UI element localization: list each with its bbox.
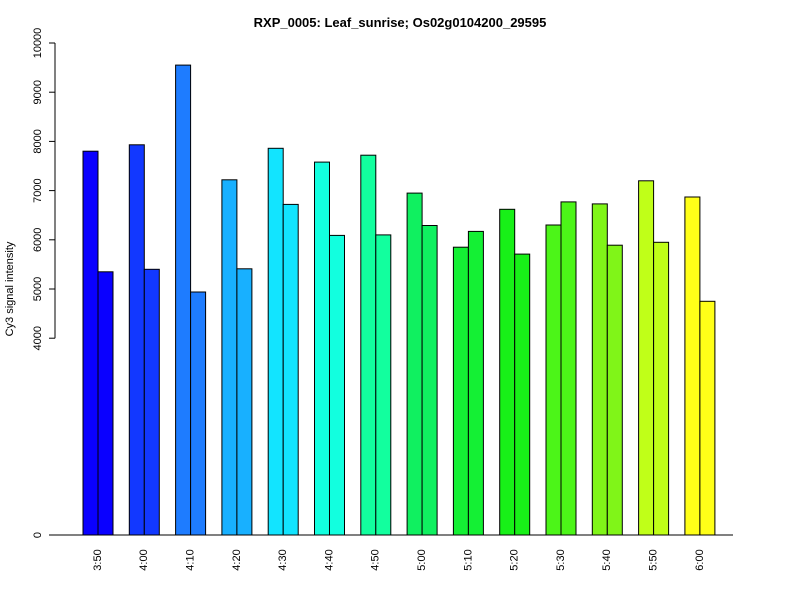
bar bbox=[545, 224, 562, 536]
bar bbox=[82, 150, 99, 536]
y-tick-label: 4000 bbox=[32, 326, 44, 350]
bar bbox=[514, 253, 531, 536]
y-tick-label: 0 bbox=[32, 532, 44, 538]
bar bbox=[329, 234, 345, 536]
bars-group bbox=[82, 64, 716, 536]
bar bbox=[699, 300, 716, 536]
x-tick-label: 5:40 bbox=[601, 549, 613, 570]
bar bbox=[128, 144, 145, 536]
x-tick-label: 3:50 bbox=[92, 549, 104, 570]
bar bbox=[452, 246, 469, 536]
bar bbox=[190, 291, 207, 536]
bar bbox=[221, 179, 238, 536]
bar bbox=[591, 203, 608, 536]
chart-title: RXP_0005: Leaf_sunrise; Os02g0104200_295… bbox=[254, 15, 547, 30]
bar bbox=[97, 271, 114, 536]
x-axis: 3:50 4:00 4:10 4:20 4:30 4:40 4:50 5:00 5:10 5:20… bbox=[55, 534, 733, 571]
x-tick-label: 4:20 bbox=[231, 549, 243, 570]
y-tick-label: 5000 bbox=[32, 277, 44, 301]
bar bbox=[282, 203, 299, 536]
x-tick-label: 4:50 bbox=[370, 549, 382, 570]
bar bbox=[560, 201, 577, 536]
bar bbox=[406, 192, 423, 536]
x-tick-label: 6:00 bbox=[694, 549, 706, 570]
x-tick-label: 4:00 bbox=[138, 549, 150, 570]
x-tick-label: 5:00 bbox=[416, 549, 428, 570]
bar bbox=[606, 244, 623, 536]
bar bbox=[638, 180, 655, 536]
bar bbox=[314, 161, 330, 536]
x-tick-label: 4:10 bbox=[185, 549, 197, 570]
bar bbox=[467, 230, 484, 536]
x-tick-label: 4:30 bbox=[277, 549, 289, 570]
bar bbox=[421, 225, 438, 536]
x-tick-label: 4:40 bbox=[323, 549, 335, 570]
y-tick-label: 9000 bbox=[32, 80, 44, 104]
bar bbox=[375, 234, 392, 536]
bar bbox=[267, 147, 284, 536]
bar bbox=[360, 154, 377, 536]
y-tick-label: 10000 bbox=[32, 28, 44, 59]
y-tick-label: 8000 bbox=[32, 129, 44, 153]
x-tick-label: 5:20 bbox=[509, 549, 521, 570]
y-tick-label: 6000 bbox=[32, 228, 44, 252]
x-tick-label: 5:30 bbox=[555, 549, 567, 570]
bar bbox=[684, 196, 701, 536]
y-tick-label: 7000 bbox=[32, 178, 44, 202]
y-axis: 0 4000 5000 6000 7000 8000 9000 10000 bbox=[32, 28, 56, 538]
bar bbox=[143, 268, 160, 536]
y-axis-label: Cy3 signal intensity bbox=[4, 241, 16, 336]
x-tick-label: 5:50 bbox=[648, 549, 660, 570]
bar bbox=[499, 208, 516, 536]
bar bbox=[175, 64, 192, 536]
bar bbox=[236, 268, 253, 536]
x-tick-label: 5:10 bbox=[462, 549, 474, 570]
bar bbox=[653, 241, 670, 536]
